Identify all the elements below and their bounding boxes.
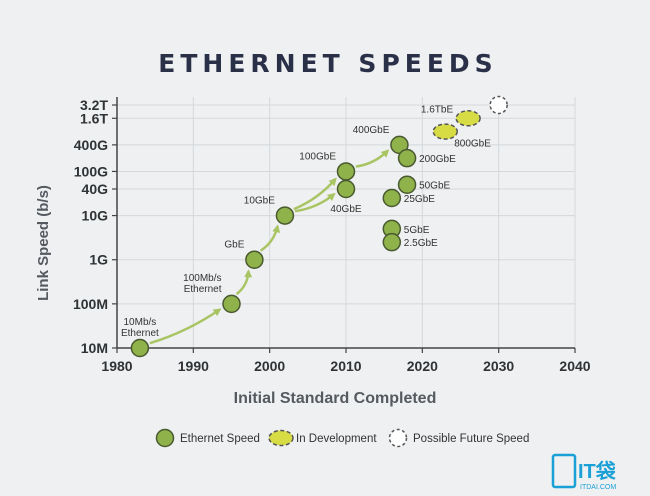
legend-marker-future: [388, 428, 408, 448]
point-label-line: 1.6TbE: [421, 104, 454, 115]
point-label: 200GbE: [419, 154, 456, 165]
point-label-line: 10GbE: [244, 196, 275, 207]
watermark-url: ITDAI.COM: [580, 484, 616, 491]
y-tick-label: 40G: [82, 181, 109, 197]
y-axis-title: Link Speed (b/s): [35, 185, 52, 301]
y-tick-label: 100G: [74, 163, 108, 179]
axes: 1980 1990 2000 2010 2020 2030 2040 3.2T1.6T 400G…: [73, 97, 591, 374]
point-label: 400GbE: [353, 125, 390, 136]
point-200gbe: [397, 148, 417, 168]
x-tick-label: 2010: [330, 358, 361, 374]
point-label: 5GbE: [404, 225, 430, 236]
point-label-line: 25GbE: [404, 194, 435, 205]
legend-marker-ethernet: [155, 428, 175, 448]
x-tick-label: 2020: [407, 358, 438, 374]
point-1.6tbe: [455, 110, 481, 127]
trend-arrow: [149, 308, 222, 345]
point-label: 10GbE: [244, 196, 275, 207]
x-tick-label: 1980: [101, 358, 132, 374]
point-10gbe: [275, 206, 295, 225]
point-label-line: 100GbE: [299, 151, 336, 162]
point-label: 800GbE: [454, 139, 491, 150]
x-tick-label: 1990: [178, 358, 209, 374]
legend: Ethernet Speed In Development Possible Fut…: [155, 428, 529, 448]
point-label-line: 2.5GbE: [404, 238, 438, 249]
point-future: [489, 95, 508, 115]
watermark: IT袋 ITDAI.COM: [551, 453, 617, 491]
trend-arrow: [259, 224, 281, 252]
y-tick-label: 1.6T: [80, 110, 108, 126]
point-label: 50GbE: [419, 181, 450, 192]
legend-label: Possible Future Speed: [413, 433, 529, 445]
y-tick-label: 10M: [81, 340, 108, 356]
point-label: 1.6TbE: [421, 104, 454, 115]
point-25gbe: [382, 188, 402, 208]
x-axis-title: Initial Standard Completed: [234, 390, 437, 407]
point-label-line: 800GbE: [454, 139, 491, 150]
point-label: 100GbE: [299, 151, 336, 162]
trend-arrow: [293, 177, 337, 211]
point-label: 10Mb/s Ethernet: [121, 317, 159, 339]
point-100mb-s-ethernet: [222, 294, 241, 314]
point-label-line: 10Mb/s: [124, 317, 157, 328]
y-tick-label: 1G: [89, 252, 108, 268]
point-label-line: 100Mb/s: [183, 273, 221, 284]
legend-label: Ethernet Speed: [180, 433, 260, 445]
trend-arrow: [294, 192, 336, 213]
point-label-line: GbE: [224, 240, 244, 251]
point-label-line: 5GbE: [404, 225, 430, 236]
y-tick-label: 3.2T: [80, 97, 108, 113]
point-label: 2.5GbE: [404, 238, 438, 249]
point-label: 40GbE: [330, 204, 361, 215]
point-gbe: [245, 250, 264, 269]
x-tick-label: 2030: [483, 358, 514, 374]
watermark-brand: IT袋: [578, 459, 617, 483]
point-800gbe: [432, 123, 458, 140]
point-50gbe: [397, 175, 417, 194]
legend-label: In Development: [296, 433, 377, 445]
point-10mb-s-ethernet: [130, 338, 150, 358]
trend-arrow: [355, 149, 390, 168]
legend-marker-dev: [268, 429, 294, 447]
point-label-line: 50GbE: [419, 181, 450, 192]
point-label: 25GbE: [404, 194, 435, 205]
watermark-logo-icon: [551, 453, 577, 489]
point-label-line: 200GbE: [419, 154, 456, 165]
point-label-line: Ethernet: [121, 328, 159, 339]
trend-arrow: [235, 269, 253, 296]
point-label: 100Mb/s Ethernet: [183, 273, 222, 295]
y-tick-label: 10G: [82, 208, 109, 224]
point-100gbe: [336, 162, 356, 181]
y-tick-label: 100M: [73, 296, 108, 312]
point-label-line: Ethernet: [184, 284, 222, 295]
point-label-line: 40GbE: [330, 204, 361, 215]
chart-title: ETHERNET SPEEDS: [158, 49, 497, 78]
point-40gbe: [336, 179, 356, 199]
trend-arrows: [149, 149, 390, 345]
grid: [117, 97, 576, 349]
x-tick-label: 2000: [254, 358, 285, 374]
x-tick-label: 2040: [559, 358, 590, 374]
point-2.5gbe: [382, 232, 402, 252]
point-label: GbE: [224, 240, 244, 251]
point-label-line: 400GbE: [353, 125, 390, 136]
y-tick-label: 400G: [74, 137, 108, 153]
